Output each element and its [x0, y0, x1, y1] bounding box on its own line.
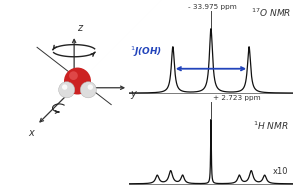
- Text: x: x: [29, 128, 34, 138]
- Circle shape: [59, 82, 75, 98]
- Circle shape: [88, 84, 93, 90]
- Text: $^{1}$H NMR: $^{1}$H NMR: [253, 120, 289, 132]
- Circle shape: [80, 82, 96, 98]
- Text: - 33.975 ppm: - 33.975 ppm: [188, 5, 237, 11]
- Circle shape: [64, 67, 91, 94]
- Text: $^{17}$O NMR: $^{17}$O NMR: [251, 7, 292, 19]
- Text: + 2.723 ppm: + 2.723 ppm: [213, 95, 261, 101]
- Text: y: y: [131, 89, 137, 99]
- Text: z: z: [77, 22, 82, 33]
- Circle shape: [69, 71, 78, 80]
- Text: $^{1}$J(OH): $^{1}$J(OH): [130, 44, 163, 59]
- Circle shape: [62, 84, 67, 90]
- Text: x10: x10: [273, 167, 289, 176]
